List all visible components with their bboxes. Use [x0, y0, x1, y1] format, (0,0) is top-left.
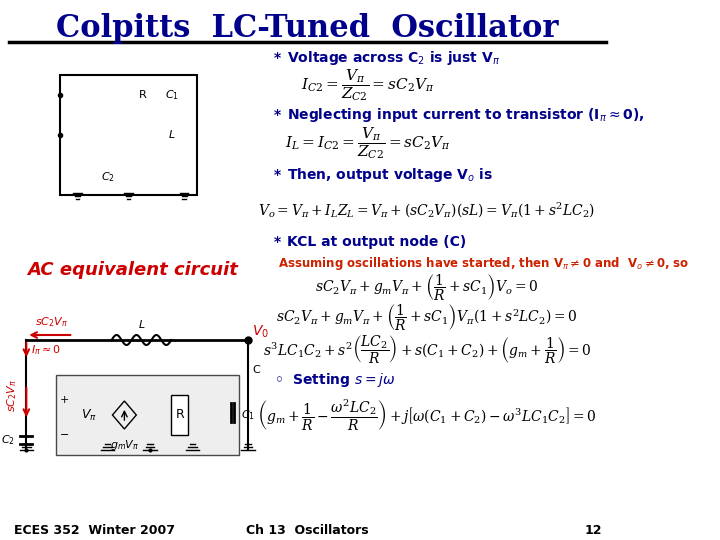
Text: $I_L = I_{C2} = \dfrac{V_{\pi}}{Z_{C2}} = sC_2V_{\pi}$: $I_L = I_{C2} = \dfrac{V_{\pi}}{Z_{C2}} … — [284, 125, 450, 161]
Text: KCL at output node (C): KCL at output node (C) — [287, 235, 467, 249]
Bar — [60, 75, 197, 195]
Text: ECES 352  Winter 2007: ECES 352 Winter 2007 — [14, 523, 174, 537]
Text: L: L — [138, 320, 145, 330]
Text: $C_2$: $C_2$ — [1, 433, 14, 447]
Text: $sC_2V_{\pi}$: $sC_2V_{\pi}$ — [5, 379, 19, 411]
Text: $I_{\pi}\approx 0$: $I_{\pi}\approx 0$ — [30, 343, 60, 357]
Text: $I_{C2} = \dfrac{V_{\pi}}{Z_{C2}} = sC_2V_{\pi}$: $I_{C2} = \dfrac{V_{\pi}}{Z_{C2}} = sC_2… — [301, 67, 434, 103]
Text: −: − — [60, 430, 69, 440]
Text: $V_o = V_{\pi} + I_L Z_L = V_{\pi} + (sC_2V_{\pi})(sL) = V_{\pi}\left(1 + s^2LC_: $V_o = V_{\pi} + I_L Z_L = V_{\pi} + (sC… — [258, 200, 595, 220]
Text: $C_1$: $C_1$ — [241, 408, 255, 422]
Text: R: R — [138, 90, 146, 100]
Text: *: * — [274, 51, 281, 65]
Text: AC equivalent circuit: AC equivalent circuit — [27, 261, 238, 279]
Text: $\left(g_m + \dfrac{1}{R} - \dfrac{\omega^2 LC_2}{R}\right) + j\left[\omega(C_1 : $\left(g_m + \dfrac{1}{R} - \dfrac{\omeg… — [257, 397, 597, 433]
Text: $sC_2V_{\pi} + g_m V_{\pi} + \left(\dfrac{1}{R} + sC_1\right)V_o = 0$: $sC_2V_{\pi} + g_m V_{\pi} + \left(\dfra… — [315, 273, 539, 303]
Text: *: * — [274, 168, 281, 182]
Text: $sC_2V_{\pi} + g_m V_{\pi} + \left(\dfrac{1}{R} + sC_1\right)V_{\pi}\left(1 + s^: $sC_2V_{\pi} + g_m V_{\pi} + \left(\dfra… — [276, 303, 577, 333]
Text: $s^3LC_1C_2 + s^2\left(\dfrac{LC_2}{R}\right) + s(C_1 + C_2) + \left(g_m + \dfra: $s^3LC_1C_2 + s^2\left(\dfrac{LC_2}{R}\r… — [263, 334, 591, 366]
Text: Then, output voltage V$_o$ is: Then, output voltage V$_o$ is — [287, 166, 493, 184]
Text: R: R — [176, 408, 184, 422]
Text: Voltage across C$_2$ is just V$_\pi$: Voltage across C$_2$ is just V$_\pi$ — [287, 49, 500, 67]
Text: +: + — [60, 395, 69, 405]
Text: 12: 12 — [585, 523, 602, 537]
Text: *: * — [274, 235, 281, 249]
Bar — [171, 395, 189, 435]
Text: Assuming oscillations have started, then V$_\pi$$\neq$0 and  V$_o$$\neq$0, so: Assuming oscillations have started, then… — [278, 254, 689, 272]
Text: $C_1$: $C_1$ — [166, 88, 179, 102]
Text: $g_m V_{\pi}$: $g_m V_{\pi}$ — [109, 438, 139, 452]
Text: $C_2$: $C_2$ — [102, 170, 115, 184]
Text: $V_{\pi}$: $V_{\pi}$ — [81, 408, 96, 422]
Text: *: * — [274, 108, 281, 122]
Text: Ch 13  Oscillators: Ch 13 Oscillators — [246, 523, 369, 537]
Text: $sC_2V_{\pi}$: $sC_2V_{\pi}$ — [35, 315, 68, 329]
Bar — [56, 375, 240, 455]
Text: L: L — [169, 130, 176, 140]
Text: Neglecting input current to transistor (I$_\pi$$\approx$0),: Neglecting input current to transistor (… — [287, 106, 644, 124]
Text: Colpitts  LC-Tuned  Oscillator: Colpitts LC-Tuned Oscillator — [56, 12, 559, 44]
Text: C: C — [252, 365, 260, 375]
Text: $V_0$: $V_0$ — [252, 324, 269, 340]
Text: ◦  Setting $s = j\omega$: ◦ Setting $s = j\omega$ — [274, 371, 395, 389]
